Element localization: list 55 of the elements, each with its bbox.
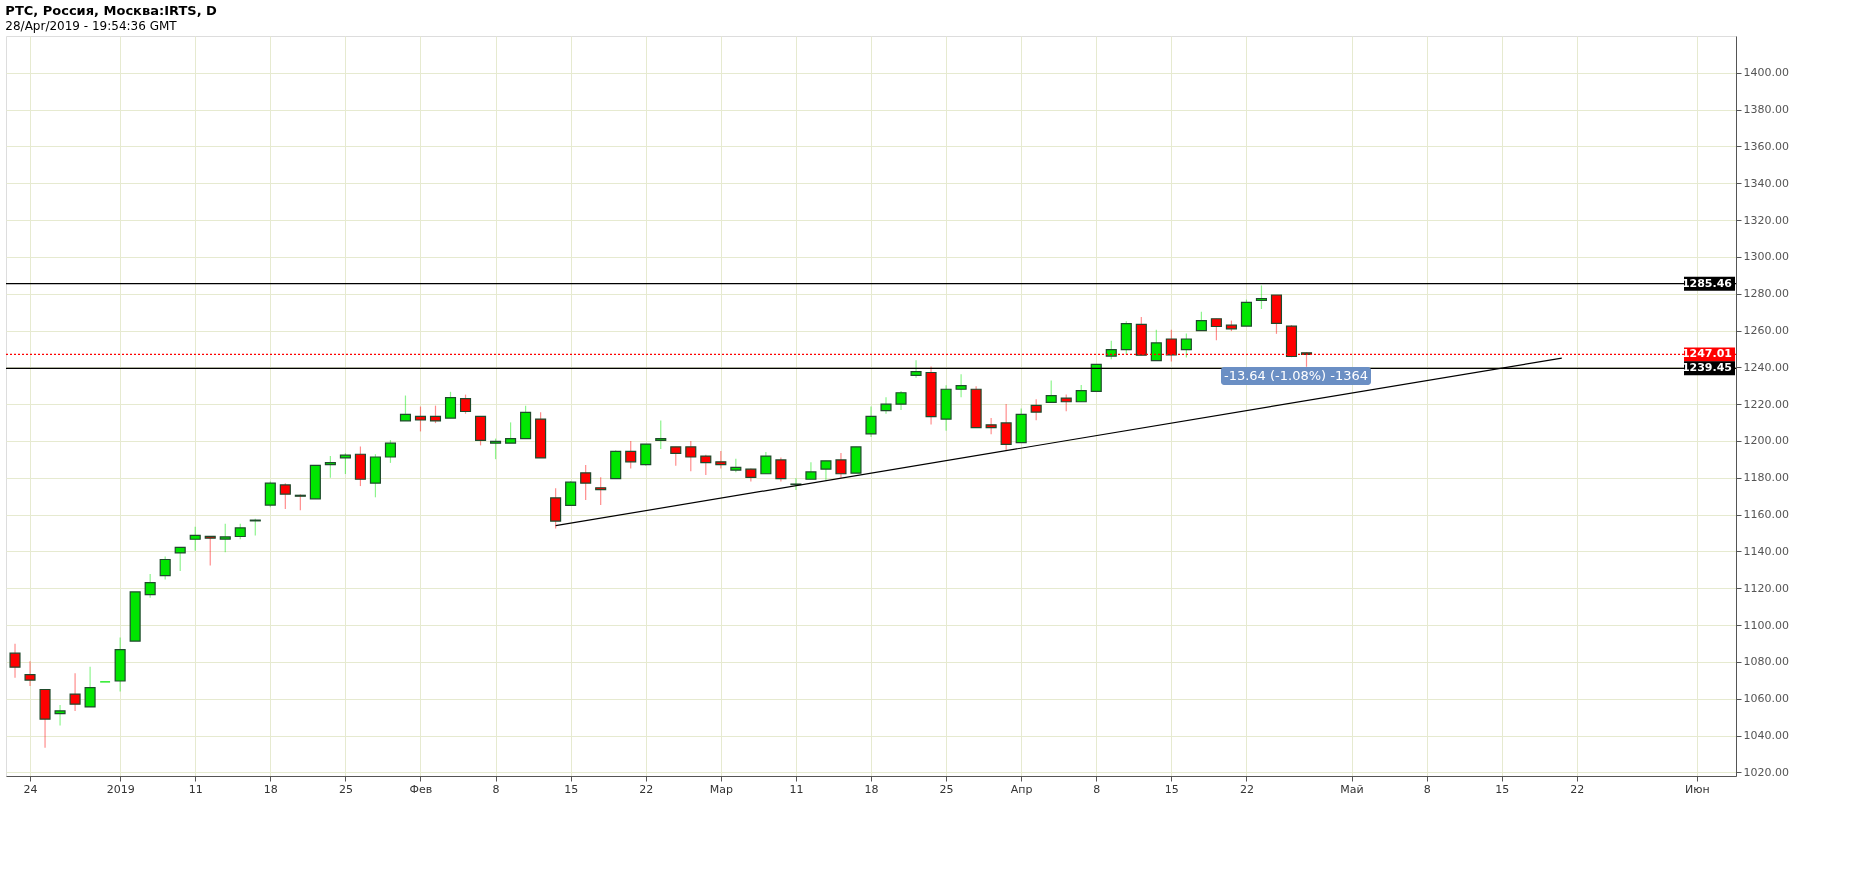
x-tick-label: 15 [564, 782, 579, 796]
candlestick [805, 461, 817, 480]
y-tick-label: 1400.00 [1743, 66, 1789, 80]
x-tick-label: 24 [23, 782, 38, 796]
x-tick-label: 22 [1570, 782, 1585, 796]
chart-subtitle: 28/Apr/2019 - 19:54:36 GMT [5, 19, 178, 33]
x-tick-label: 15 [1164, 782, 1179, 796]
y-tick-label: 1160.00 [1743, 508, 1789, 522]
ref-line-label: 1285.46 [1681, 276, 1733, 290]
y-tick-label: 1180.00 [1743, 471, 1789, 485]
y-tick-label: 1040.00 [1743, 729, 1789, 742]
x-tick-label: 8 [1423, 782, 1431, 796]
y-tick-label: 1360.00 [1743, 139, 1789, 153]
x-tick-label: Фев [409, 782, 433, 796]
y-tick-label: 1340.00 [1743, 176, 1789, 190]
x-tick-label: 8 [492, 782, 500, 796]
x-tick-label: 22 [639, 782, 654, 796]
x-tick-label: 25 [338, 782, 353, 796]
x-tick-label: 25 [939, 782, 954, 796]
y-tick-label: 1120.00 [1743, 581, 1789, 595]
x-tick-label: 22 [1239, 782, 1254, 796]
y-tick-label: 1080.00 [1743, 655, 1789, 669]
y-tick-label: 1140.00 [1743, 544, 1789, 558]
y-tick-label: 1220.00 [1743, 397, 1789, 411]
candlestick [565, 480, 577, 506]
y-tick-label: 1380.00 [1743, 103, 1789, 117]
x-tick-label: 18 [864, 782, 879, 796]
ref-line-label: 1247.01 [1681, 347, 1732, 361]
candlestick [910, 359, 922, 379]
ref-line-label: 1239.45 [1681, 361, 1732, 375]
y-tick-label: 1260.00 [1743, 324, 1789, 338]
y-tick-label: 1300.00 [1743, 250, 1789, 264]
x-tick-label: 8 [1093, 782, 1101, 796]
x-tick-label: 11 [789, 782, 804, 796]
y-tick-label: 1020.00 [1743, 765, 1789, 779]
x-tick-label: 2019 [106, 782, 135, 796]
x-tick-label: 11 [188, 782, 203, 796]
candlestick [985, 417, 997, 435]
chart-title: РТС, Россия, Москва:IRTS, D [5, 3, 218, 18]
x-tick-label: 18 [263, 782, 278, 796]
y-tick-label: 1200.00 [1743, 434, 1789, 448]
x-tick-label: Май [1340, 782, 1364, 796]
annotation: -13.64 (-1.08%) -1364 [1223, 368, 1369, 383]
y-tick-label: 1060.00 [1743, 692, 1789, 706]
y-tick-label: 1240.00 [1743, 360, 1789, 374]
x-tick-label: Апр [1010, 782, 1033, 796]
y-tick-label: 1100.00 [1743, 618, 1789, 632]
x-tick-label: Июн [1685, 782, 1710, 796]
candlestick [790, 477, 802, 491]
candlestick [880, 396, 892, 415]
x-tick-label: 15 [1495, 782, 1510, 796]
candlestick [1240, 299, 1252, 327]
y-tick-label: 1320.00 [1743, 213, 1789, 227]
y-tick-label: 1280.00 [1743, 287, 1789, 301]
x-tick-label: Мар [709, 782, 733, 796]
